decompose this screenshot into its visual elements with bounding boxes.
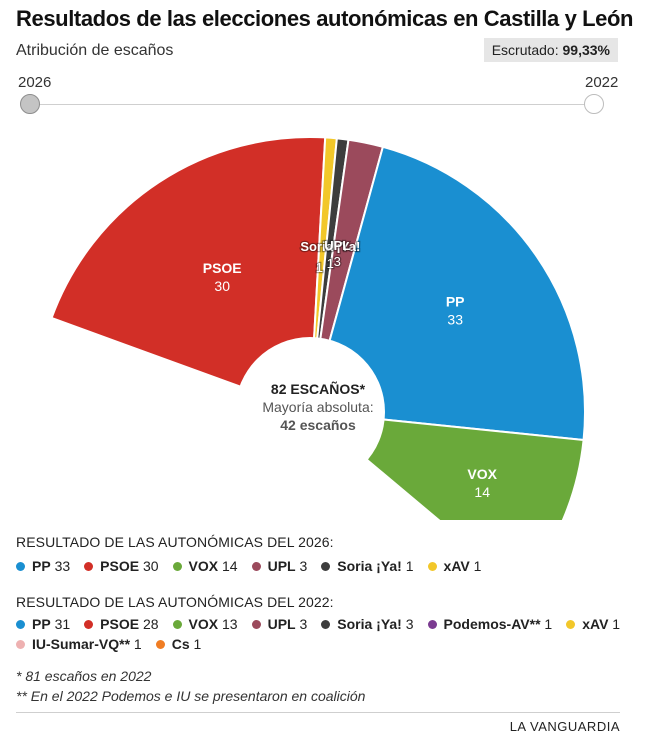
legend-party-name: UPL	[267, 616, 296, 632]
slice-value-upl: 3	[334, 254, 341, 269]
majority-value: 42 escaños	[280, 417, 356, 433]
legend-item-upl: UPL 3	[251, 558, 308, 574]
legend-party-name: xAV	[582, 616, 609, 632]
legend-seat-count: 31	[50, 616, 71, 632]
legend-item-iu-sumar-vq: IU-Sumar-VQ** 1	[16, 636, 142, 652]
legend-item-psoe: PSOE 30	[84, 558, 159, 574]
legend-party-name: VOX	[188, 558, 219, 574]
legend-item-soria-ya: Soria ¡Ya! 1	[321, 558, 414, 574]
legend-swatch	[16, 640, 25, 649]
legend-swatch	[172, 620, 182, 629]
legend-swatch	[427, 562, 437, 571]
legend-seat-count: 28	[139, 616, 159, 632]
year-left-label[interactable]: 2026	[18, 74, 52, 91]
legend-swatch	[427, 620, 437, 629]
slice-value-psoe: 30	[214, 278, 230, 294]
legend-item-vox: VOX 14	[172, 558, 238, 574]
legend-swatch	[566, 620, 576, 629]
slice-value-pp: 33	[447, 312, 463, 328]
legend-party-name: xAV	[443, 558, 470, 574]
slice-label-upl: UPL	[324, 238, 350, 253]
center-hole	[235, 337, 385, 487]
legend-seat-count: 3	[401, 616, 414, 632]
slice-pp[interactable]	[308, 145, 587, 442]
escrutado-label: Escrutado:	[491, 42, 559, 58]
legend-item-xav: xAV 1	[566, 616, 620, 632]
majority-label: Mayoría absoluta:	[262, 399, 373, 415]
year-slider-handle-2026[interactable]	[20, 94, 40, 114]
legend-swatch	[251, 562, 261, 571]
legend-party-name: Podemos-AV**	[443, 616, 541, 632]
legend-2026: PP 33 PSOE 30 VOX 14 UPL 3 Soria ¡Ya! 1 xAV 1	[16, 558, 495, 574]
legend-item-upl: UPL 3	[251, 616, 308, 632]
legend-item-cs: Cs 1	[155, 636, 202, 652]
legend-swatch	[16, 620, 25, 629]
legend-party-name: VOX	[188, 616, 219, 632]
legend-swatch	[251, 620, 261, 629]
legend-swatch	[16, 562, 25, 571]
slice-label-pp: PP	[446, 294, 465, 310]
legend-2022-row2: IU-Sumar-VQ** 1 Cs 1	[16, 636, 215, 652]
footnote-coalition: ** En el 2022 Podemos e IU se presentaro…	[16, 688, 366, 704]
legend-item-soria-ya: Soria ¡Ya! 3	[321, 616, 414, 632]
legend-seat-count: 30	[139, 558, 159, 574]
slice-psoe[interactable]	[50, 136, 327, 414]
slice-value-soria-ya: 1	[327, 256, 334, 271]
legend-seat-count: 14	[218, 558, 238, 574]
brand-logo: LA VANGUARDIA	[509, 719, 620, 734]
slice-label-soria-ya: Soria ¡Ya!	[300, 239, 360, 254]
legend-swatch	[172, 562, 182, 571]
year-slider-track[interactable]	[30, 104, 593, 105]
slice-value-xav: 1	[316, 260, 323, 275]
legend-party-name: Soria ¡Ya!	[337, 616, 402, 632]
escrutado-value: 99,33%	[562, 42, 610, 58]
legend-swatch	[84, 562, 94, 571]
legend-seat-count: 1	[608, 616, 621, 632]
total-seats-label: 82 ESCAÑOS*	[271, 380, 366, 397]
legend-seat-count: 1	[401, 558, 414, 574]
legend-item-xav: xAV 1	[427, 558, 482, 574]
slice-value-vox: 14	[474, 484, 490, 500]
legend-item-pp: PP 31	[16, 616, 70, 632]
legend-seat-count: 13	[218, 616, 238, 632]
year-right-label[interactable]: 2022	[585, 74, 619, 91]
legend-2022-title: RESULTADO DE LAS AUTONÓMICAS DEL 2022:	[16, 594, 334, 610]
slice-label-psoe: PSOE	[203, 260, 242, 276]
legend-party-name: PP	[32, 616, 51, 632]
legend-party-name: Soria ¡Ya!	[337, 558, 402, 574]
footer-divider	[16, 712, 620, 713]
legend-party-name: Cs	[171, 636, 190, 652]
legend-seat-count: 33	[50, 558, 71, 574]
slice-label-vox: VOX	[467, 466, 497, 482]
legend-item-vox: VOX 13	[172, 616, 238, 632]
legend-seat-count: 3	[295, 616, 308, 632]
legend-2022-row1: PP 31 PSOE 28 VOX 13 UPL 3 Soria ¡Ya! 3 Podem…	[16, 616, 634, 632]
legend-swatch	[84, 620, 94, 629]
escrutado-badge: Escrutado: 99,33%	[483, 38, 618, 62]
legend-party-name: PP	[32, 558, 51, 574]
legend-item-podemos-av: Podemos-AV** 1	[427, 616, 553, 632]
legend-swatch	[321, 620, 331, 629]
legend-swatch	[321, 562, 331, 571]
legend-party-name: PSOE	[100, 616, 140, 632]
legend-seat-count: 1	[540, 616, 553, 632]
chart-subtitle: Atribución de escaños	[16, 42, 174, 59]
legend-swatch	[155, 640, 165, 649]
legend-seat-count: 3	[295, 558, 308, 574]
legend-seat-count: 1	[189, 636, 202, 652]
year-slider-handle-2022[interactable]	[584, 94, 604, 114]
page-title: Resultados de las elecciones autonómicas…	[16, 6, 634, 31]
legend-party-name: PSOE	[100, 558, 140, 574]
legend-2026-title: RESULTADO DE LAS AUTONÓMICAS DEL 2026:	[16, 534, 334, 550]
legend-party-name: IU-Sumar-VQ**	[32, 636, 131, 652]
footnote-seats: * 81 escaños en 2022	[16, 668, 152, 684]
legend-party-name: UPL	[267, 558, 296, 574]
legend-seat-count: 1	[130, 636, 142, 652]
legend-item-pp: PP 33	[16, 558, 70, 574]
legend-item-psoe: PSOE 28	[84, 616, 159, 632]
legend-seat-count: 1	[469, 558, 482, 574]
